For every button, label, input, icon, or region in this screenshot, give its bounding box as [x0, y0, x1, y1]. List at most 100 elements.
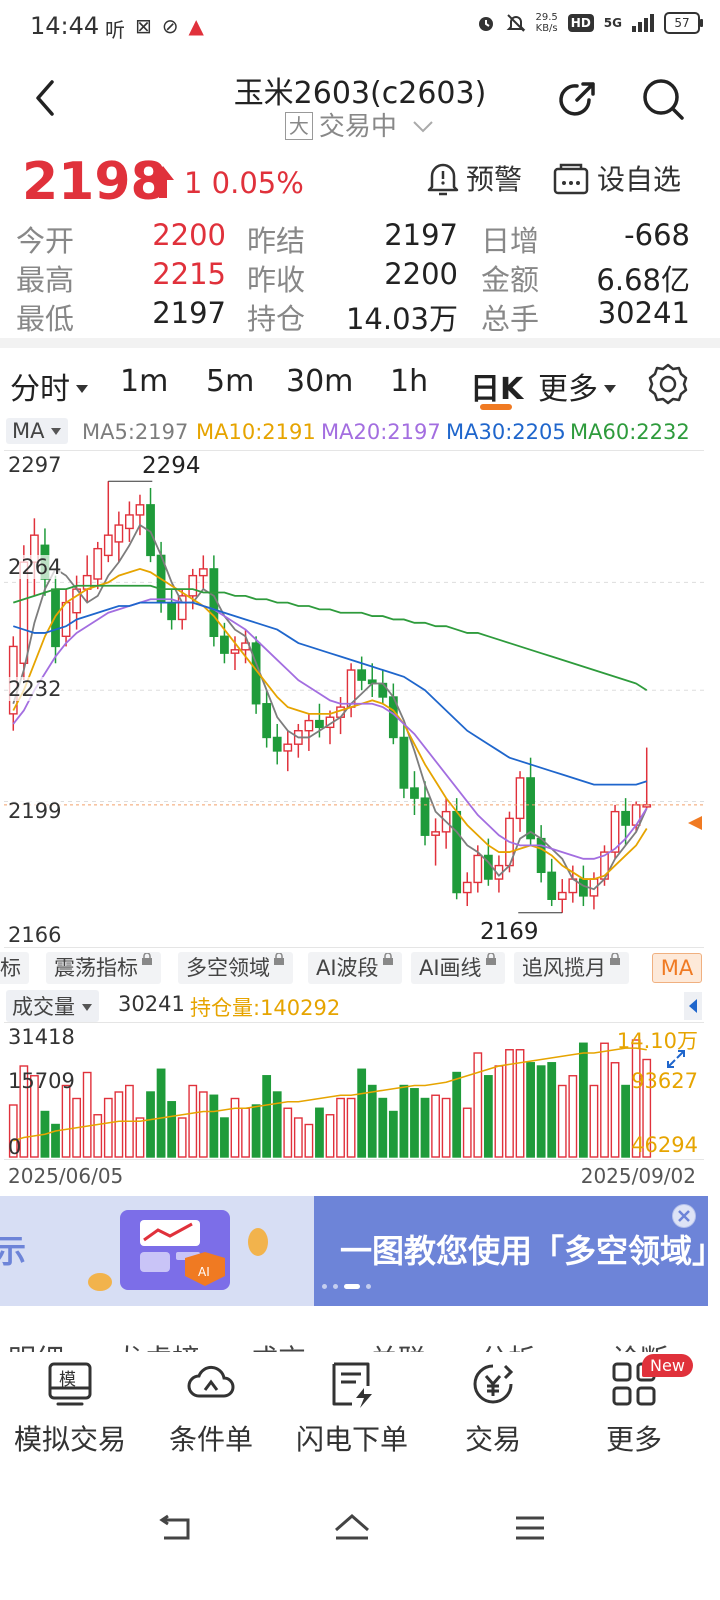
prev-close-label: 昨收 [247, 263, 306, 297]
indicator-tab-ai-draw[interactable]: AI画线 [411, 952, 505, 984]
volume-bar [114, 1091, 124, 1158]
nav-home-icon[interactable] [332, 1508, 372, 1548]
lock-icon [274, 953, 284, 965]
trading-status[interactable]: 大交易中 [0, 106, 720, 143]
volume-bar [388, 1110, 398, 1158]
search-icon[interactable] [640, 76, 686, 122]
candle-body [547, 871, 557, 900]
sim-trade-label: 模拟交易 [13, 1423, 126, 1456]
volume-y-label: 31418 [8, 1025, 75, 1049]
lock-icon [485, 953, 496, 965]
more-label: 更多 [605, 1423, 662, 1456]
ma-indicator-select[interactable]: MA [6, 418, 69, 444]
lock-icon [142, 953, 152, 965]
oi-y-label: 93627 [631, 1069, 698, 1093]
lock-icon [610, 953, 620, 965]
tab-more[interactable]: 更多 [538, 364, 618, 408]
volume-bar [578, 1042, 588, 1158]
volume-bar [473, 1052, 483, 1158]
contract-title: 玉米2603(c2603) [233, 76, 487, 111]
fullscreen-icon[interactable] [664, 1047, 688, 1071]
turnover-label: 金额 [481, 263, 540, 297]
indicator-tab-trend[interactable]: 追风揽月 [514, 952, 629, 984]
volume-label: 总手 [481, 302, 540, 336]
nav-menu-icon[interactable] [510, 1508, 550, 1548]
add-watchlist-label: 设自选 [597, 163, 682, 196]
system-nav-bar [0, 1496, 720, 1566]
oi-y-label: 46294 [631, 1133, 698, 1157]
tab-intraday[interactable]: 分时 [10, 364, 90, 408]
tab-1h[interactable]: 1h [390, 364, 429, 399]
candle-body [103, 534, 113, 557]
candle-body [557, 891, 567, 900]
indicator-tab-partial[interactable]: 标 [0, 952, 29, 984]
tab-1m[interactable]: 1m [120, 364, 169, 399]
volume-bar [262, 1075, 272, 1158]
caret-down-icon [76, 385, 88, 393]
kline-chart[interactable]: 2297 2264 2232 2199 2166 2294 2169 [4, 450, 704, 948]
indicator-tab-oscillator[interactable]: 震荡指标 [46, 952, 161, 984]
indicator-tab-ai-band[interactable]: AI波段 [308, 952, 402, 984]
caret-down-icon [604, 385, 616, 393]
price-alert-button[interactable]: 预警 [426, 158, 522, 198]
tab-daily[interactable]: 日K [470, 372, 524, 407]
volume-chart[interactable]: 31418 15709 0 14.10万 93627 46294 [4, 1022, 704, 1160]
candle-body [125, 514, 134, 530]
max-price-label: 2294 [142, 453, 201, 479]
share-icon[interactable] [555, 78, 599, 122]
ma-legend: MA MA5:2197 MA10:2191 MA20:2197 MA30:220… [0, 418, 720, 448]
ma-line-ma30 [13, 601, 647, 786]
ma30-value: MA30:2205 [446, 420, 566, 444]
promo-banner[interactable]: 示 AI 一图教您使用「多空领域」 [0, 1196, 708, 1306]
nav-back-icon[interactable] [156, 1508, 196, 1548]
ma-line-ma5 [12, 523, 648, 891]
volume-bar [505, 1049, 514, 1158]
volume-bar [325, 1114, 335, 1158]
volume-bar [304, 1123, 314, 1158]
candle-body [357, 669, 367, 681]
banner-partial-text: 示 [0, 1232, 27, 1270]
cloud-icon [187, 1365, 235, 1398]
volume-bar [146, 1091, 155, 1158]
trade-label: 交易 [464, 1423, 521, 1456]
open-interest-line [13, 1047, 647, 1142]
sim-trade-button[interactable]: 模 模拟交易 [0, 1358, 140, 1458]
volume-bar [357, 1068, 367, 1158]
flash-order-button[interactable]: 闪电下单 [282, 1358, 422, 1458]
volume-bar [251, 1104, 261, 1158]
tab-30m[interactable]: 30m [286, 364, 354, 399]
back-icon[interactable] [28, 76, 64, 120]
trading-status-label: 交易中 [318, 112, 397, 142]
indicator-tab-bull-bear[interactable]: 多空领域 [178, 952, 293, 984]
gear-icon[interactable] [646, 362, 690, 406]
chart-illustration-icon: AI [88, 1210, 268, 1291]
conditional-order-button[interactable]: 条件单 [141, 1358, 281, 1458]
ma-overlay-tag[interactable]: MA [652, 953, 702, 983]
turnover-value: 6.68亿 [596, 263, 690, 297]
volume-bar [209, 1094, 219, 1158]
expand-left-button[interactable] [684, 992, 702, 1020]
add-watchlist-button[interactable]: 设自选 [553, 158, 681, 198]
volume-bar [220, 1117, 229, 1158]
volume-bar [536, 1065, 546, 1158]
volume-indicator-select[interactable]: 成交量 [6, 990, 99, 1022]
volume-value: 30241 [597, 296, 690, 330]
volume-bar [177, 1117, 187, 1158]
chevron-down-icon [413, 121, 433, 133]
tab-5m[interactable]: 5m [206, 364, 255, 399]
candle-body [473, 854, 483, 884]
open-interest-value: 14.03万 [345, 302, 458, 336]
start-date: 2025/06/05 [8, 1164, 124, 1188]
bottom-toolbar: 模 模拟交易 条件单 闪电下单 交易 更多 New [0, 1352, 720, 1462]
more-button[interactable]: 更多 New [564, 1354, 704, 1458]
volume-y-label: 15709 [8, 1069, 75, 1093]
trade-button[interactable]: 交易 [423, 1358, 563, 1458]
volume-bar [589, 1084, 599, 1158]
candle-body [526, 777, 535, 840]
ma-line-ma20 [12, 598, 648, 860]
volume-bar [315, 1107, 324, 1158]
banner-illustration: 示 AI [0, 1196, 314, 1306]
volume-legend: 成交量 30241 持仓量:140292 [0, 990, 720, 1022]
currency-circle-icon [473, 1364, 514, 1404]
close-icon[interactable] [672, 1204, 696, 1228]
